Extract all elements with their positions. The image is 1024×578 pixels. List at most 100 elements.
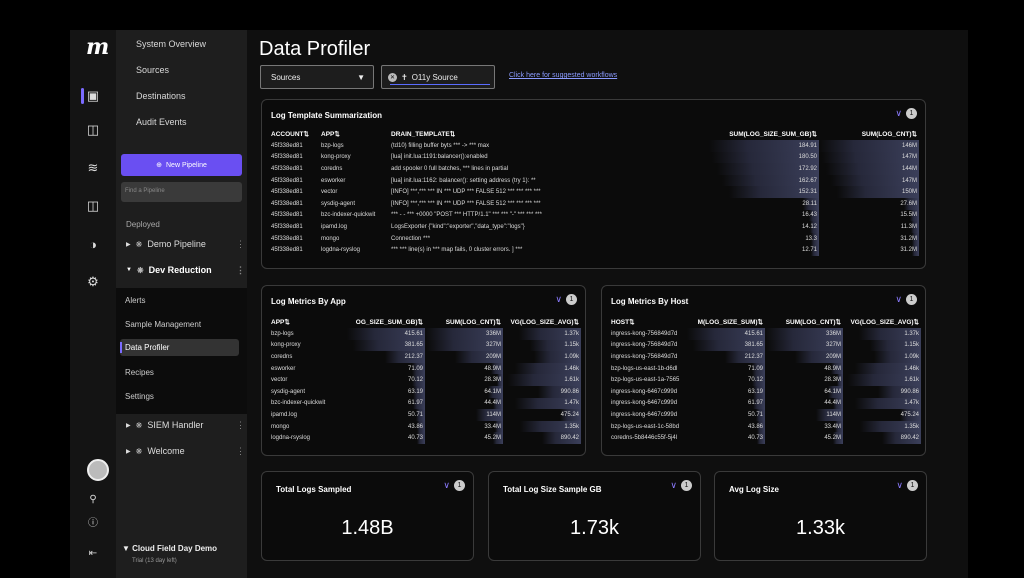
monitor-icon[interactable]: ◫ (86, 198, 100, 213)
table-row[interactable]: ingress-kong-6467c999d 50.71 114M 475.24 (609, 409, 921, 421)
o11y-source-select[interactable]: ✕ ✝ O11y Source (381, 65, 495, 89)
find-pipeline-input[interactable]: Find a Pipeline (121, 182, 242, 202)
table-row[interactable]: 45f338ed81 bzp-logs (td10) filling buffer … (269, 140, 919, 152)
info-badge[interactable]: 1 (906, 294, 917, 305)
chevron-down-icon[interactable]: ∨ (670, 480, 677, 490)
col-log-size-sum[interactable]: SUM(LOG_SIZE_SUM_GB)⇅ (729, 131, 817, 138)
table-row[interactable]: ipamd.log 50.71 114M 475.24 (269, 409, 581, 421)
more-icon[interactable]: ⋮ (236, 419, 245, 430)
subnav-settings[interactable]: Settings (125, 392, 154, 401)
nav-audit-events[interactable]: Audit Events (136, 117, 187, 127)
info-badge[interactable]: 1 (454, 480, 465, 491)
table-row[interactable]: 45f338ed81 sysdig-agent [INFO] ***,*** ***… (269, 197, 919, 210)
nav-destinations[interactable]: Destinations (136, 91, 186, 101)
gear-icon[interactable]: ⚙ (87, 274, 99, 289)
brand-logo[interactable]: m (86, 34, 110, 60)
col-log-cnt[interactable]: SUM(LOG_CNT)⇅ (445, 319, 501, 326)
dashboard-icon[interactable]: ◫ (86, 122, 100, 137)
table-row[interactable]: 45f338ed81 logdna-rsyslog *** *** line(s) … (269, 244, 919, 256)
table-row[interactable]: ingress-kong-6467c999d 63.19 64.1M 990.86 (609, 385, 921, 398)
col-log-cnt[interactable]: SUM(LOG_CNT)⇅ (785, 319, 841, 326)
table-row[interactable]: coredns-5b8446c55f-5j4l 40.73 45.2M 890.42 (609, 432, 921, 444)
table-row[interactable]: bzc-indexer-quickwit 61.97 44.4M 1.47k (269, 397, 581, 410)
pipeline-dev-reduction[interactable]: ▼ ❋ Dev Reduction ⋮ (126, 265, 245, 276)
pipeline-demo[interactable]: ▶ ❋ Demo Pipeline ⋮ (126, 239, 245, 250)
table-row[interactable]: ingress-kong-756849d7d 415.61 336M 1.37k (609, 328, 921, 340)
col-log-size[interactable]: M(LOG_SIZE_SUM)⇅ (697, 319, 763, 326)
collapse-icon[interactable]: ⇤ (88, 547, 98, 559)
log-avg-cell: 890.42 (503, 432, 581, 444)
col-log-cnt[interactable]: SUM(LOG_CNT)⇅ (861, 131, 917, 138)
info-badge[interactable]: 1 (907, 480, 918, 491)
table-row[interactable]: bzp-logs-us-east-1c-58bd 43.86 33.4M 1.35k (609, 420, 921, 433)
col-log-avg[interactable]: VG(LOG_SIZE_AVG)⇅ (510, 319, 579, 326)
table-row[interactable]: bzp-logs 415.61 336M 1.37k (269, 328, 581, 340)
nav-sources[interactable]: Sources (136, 65, 170, 75)
sources-select[interactable]: Sources ▼ (260, 65, 374, 89)
col-log-avg[interactable]: VG(LOG_SIZE_AVG)⇅ (850, 319, 919, 326)
table-row[interactable]: logdna-rsyslog 40.73 45.2M 890.42 (269, 432, 581, 444)
subnav-recipes[interactable]: Recipes (125, 368, 154, 377)
help-icon[interactable]: ⓘ (88, 517, 98, 529)
more-icon[interactable]: ⋮ (236, 264, 245, 275)
table-row[interactable]: kong-proxy 381.65 327M 1.15k (269, 339, 581, 352)
table-row[interactable]: 45f338ed81 coredns add spooler 0 full batc… (269, 163, 919, 175)
col-account[interactable]: ACCOUNT⇅ (271, 131, 309, 138)
chevron-down-icon[interactable]: ∨ (443, 480, 450, 490)
avatar[interactable] (87, 459, 109, 481)
table-row[interactable]: ingress-kong-756849d7d 381.65 327M 1.15k (609, 339, 921, 352)
col-drain-template[interactable]: DRAIN_TEMPLATE⇅ (391, 131, 456, 138)
subnav-data-profiler[interactable]: Data Profiler (120, 339, 239, 356)
table-row[interactable]: ingress-kong-756849d7d 212.37 209M 1.09k (609, 351, 921, 363)
table-row[interactable]: esworker 71.09 48.9M 1.46k (269, 362, 581, 375)
subnav-sample-management[interactable]: Sample Management (125, 320, 202, 329)
col-app[interactable]: APP⇅ (321, 131, 340, 138)
more-icon[interactable]: ⋮ (236, 445, 245, 456)
table-row[interactable]: ingress-kong-6467c999d 61.97 44.4M 1.47k (609, 397, 921, 410)
info-badge[interactable]: 1 (681, 480, 692, 491)
chevron-down-icon[interactable]: ∨ (896, 480, 903, 490)
log-size-cell: 16.43 (709, 209, 819, 222)
table-row[interactable]: mongo 43.86 33.4M 1.35k (269, 420, 581, 433)
table-row[interactable]: 45f338ed81 mongo Connection *** 13.3 31.2M (269, 232, 919, 245)
table-row[interactable]: coredns 212.37 209M 1.09k (269, 351, 581, 363)
col-host[interactable]: HOST⇅ (611, 319, 635, 326)
table-row[interactable]: sysdig-agent 63.19 64.1M 990.86 (269, 385, 581, 398)
host-cell: ingress-kong-6467c999d (611, 388, 678, 395)
table-row[interactable]: vector 70.12 28.3M 1.61k (269, 374, 581, 386)
pipeline-icon[interactable]: ▣ (70, 86, 116, 106)
new-pipeline-button[interactable]: ⊕ New Pipeline (121, 154, 242, 176)
chevron-down-icon[interactable]: ∨ (895, 294, 902, 304)
search-icon[interactable]: ⚲ (89, 493, 97, 505)
table-row[interactable]: bzp-logs-us-east-1a-7565 70.12 28.3M 1.61k (609, 374, 921, 386)
col-log-size[interactable]: OG_SIZE_SUM_GB)⇅ (355, 319, 423, 326)
nav-system-overview[interactable]: System Overview (136, 39, 207, 49)
log-cnt-cell: 48.9M (765, 362, 843, 375)
chevron-down-icon[interactable]: ∨ (555, 294, 562, 304)
table-row[interactable]: 45f338ed81 esworker [lua] init.lua:1162: b… (269, 174, 919, 187)
subnav-alerts[interactable]: Alerts (125, 296, 146, 305)
clear-icon[interactable]: ✕ (388, 72, 397, 82)
log-cnt-cell: 31.2M (819, 232, 919, 245)
caret-right-icon: ▶ (126, 422, 131, 429)
info-badge[interactable]: 1 (566, 294, 577, 305)
pipeline-welcome[interactable]: ▶ ❋ Welcome ⋮ (126, 446, 245, 457)
table-row[interactable]: bzp-logs-us-east-1b-d6dl 71.09 48.9M 1.46k (609, 362, 921, 375)
chevron-down-icon[interactable]: ∨ (895, 108, 902, 118)
log-cnt-cell: 11.3M (819, 221, 919, 233)
pulse-icon[interactable]: ≋ (87, 160, 99, 175)
value-bar (831, 362, 843, 375)
suggested-workflows-link[interactable]: Click here for suggested workflows (509, 72, 618, 79)
table-row[interactable]: 45f338ed81 ipamd.log LogsExporter {"kind":… (269, 221, 919, 233)
gauge-icon[interactable]: ◑ (89, 236, 97, 252)
trial-title[interactable]: ▼ Cloud Field Day Demo (122, 544, 218, 553)
table-row[interactable]: 45f338ed81 vector [INFO] ***,*** *** IN **… (269, 186, 919, 198)
pipeline-siem-handler[interactable]: ▶ ❋ SIEM Handler ⋮ (126, 420, 245, 431)
value-bar (722, 174, 819, 187)
more-icon[interactable]: ⋮ (236, 238, 245, 249)
table-row[interactable]: 45f338ed81 bzc-indexer-quickwit *** - - **… (269, 209, 919, 222)
col-app[interactable]: APP⇅ (271, 319, 290, 326)
info-badge[interactable]: 1 (906, 108, 917, 119)
table-row[interactable]: 45f338ed81 kong-proxy [lua] init.lua:1191:… (269, 151, 919, 164)
pipeline-status-icon: ❋ (135, 239, 143, 249)
